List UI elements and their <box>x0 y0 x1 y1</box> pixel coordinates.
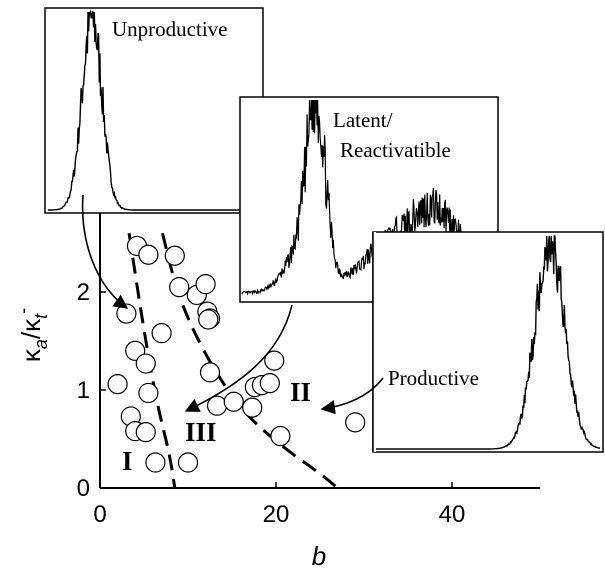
data-point <box>151 323 172 344</box>
inset-frame <box>44 7 264 214</box>
ylabel-kappa-a: κ <box>16 348 46 362</box>
data-point <box>138 382 159 404</box>
x-axis-label: b <box>312 541 326 571</box>
histogram-trace <box>376 235 601 450</box>
y-tick-label: 1 <box>77 377 90 404</box>
region-label-3: III <box>185 417 217 447</box>
data-point <box>138 244 159 265</box>
data-point <box>345 412 366 433</box>
histogram-trace <box>48 9 258 211</box>
data-point <box>199 362 221 383</box>
inset-unproductive: Unproductive <box>44 7 264 214</box>
region-label-2: II <box>290 377 311 407</box>
annotation-arrows <box>81 194 384 415</box>
inset-title-line-2: Reactivatible <box>340 138 451 162</box>
ylabel-kappa-t: κ <box>16 318 46 332</box>
y-tick-label: 0 <box>77 475 90 502</box>
svg-text:κa/κt-: κa/κt- <box>13 308 51 362</box>
data-point <box>135 422 156 443</box>
y-tick-label: 2 <box>77 279 90 306</box>
region-label-1: I <box>122 446 133 476</box>
histogram-trace <box>241 99 497 296</box>
inset-productive: Productive <box>372 231 604 453</box>
region-labels: I III II <box>122 377 311 476</box>
x-tick-label: 40 <box>439 501 466 528</box>
ylabel-sub-t: t <box>31 313 51 319</box>
data-point <box>264 350 285 371</box>
inset-title: Productive <box>388 366 479 390</box>
data-point <box>270 425 291 447</box>
data-point <box>177 452 199 473</box>
data-point <box>223 391 244 412</box>
arrow-productive <box>320 377 384 415</box>
y-axis-label: κa/κt- <box>13 308 51 362</box>
inset-title: Unproductive <box>112 17 227 41</box>
data-point <box>145 452 166 473</box>
inset-frame <box>372 231 604 453</box>
ylabel-sub-a: a <box>31 339 51 349</box>
data-point <box>169 277 190 298</box>
ylabel-slash: / <box>16 331 46 339</box>
x-tick-label: 0 <box>93 501 106 528</box>
data-point <box>259 373 280 394</box>
arrow-unproductive <box>81 194 129 309</box>
ylabel-sup-minus: - <box>13 308 33 314</box>
data-point <box>164 245 185 266</box>
data-point <box>135 353 156 374</box>
data-point <box>198 309 219 330</box>
data-point <box>195 274 216 295</box>
data-point <box>242 397 263 418</box>
x-tick-label: 20 <box>263 501 290 528</box>
arrow-latent <box>184 304 293 412</box>
inset-title-line-1: Latent/ <box>333 108 393 132</box>
axis-ticks: 0 20 40 0 1 2 <box>77 279 466 528</box>
data-point <box>107 374 128 395</box>
